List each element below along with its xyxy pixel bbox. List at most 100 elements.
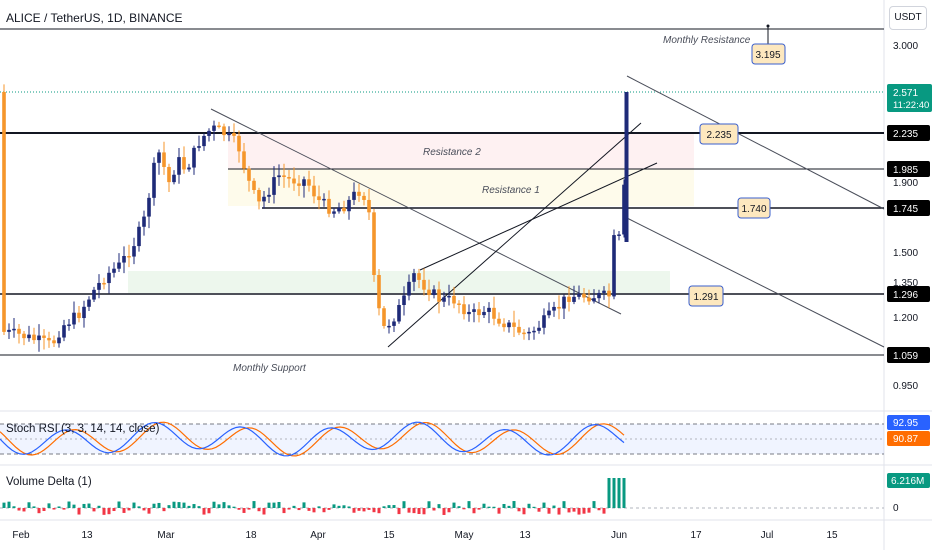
volume-delta-bars: [2, 478, 626, 515]
currency-button[interactable]: USDT: [889, 6, 927, 30]
candle-body: [352, 191, 356, 200]
volume-bar: [242, 508, 246, 513]
annotation-monthly-support: Monthly Support: [233, 363, 307, 374]
candle-body: [37, 335, 41, 341]
volume-bar: [332, 504, 336, 508]
candle-body: [272, 177, 276, 195]
volume-bar: [87, 503, 91, 508]
candle-body: [147, 197, 151, 217]
volume-bar: [272, 502, 276, 508]
volume-bar: [307, 508, 311, 511]
volume-bar: [262, 508, 266, 515]
candle-body: [567, 296, 571, 302]
x-tick: Feb: [12, 530, 30, 541]
volume-bar: [22, 508, 26, 512]
volume-bar: [522, 508, 526, 515]
candle-body: [472, 309, 476, 312]
volume-bar: [582, 508, 586, 514]
volume-bar: [552, 505, 556, 508]
volume-bar: [247, 508, 251, 510]
chart-title: ALICE / TetherUS, 1D, BINANCE: [6, 11, 183, 25]
volume-bar: [187, 505, 191, 508]
candle-body: [462, 304, 466, 315]
volume-bar: [617, 478, 621, 508]
volume-bar: [602, 508, 606, 514]
candle-body: [437, 289, 441, 302]
volume-bar: [512, 501, 516, 508]
candle-body: [222, 126, 226, 136]
candle-body: [562, 296, 566, 309]
candle-body: [187, 167, 191, 170]
candle-body: [427, 289, 431, 296]
callout-3195-box[interactable]: [751, 43, 786, 65]
annotation-monthly-resistance: Monthly Resistance: [663, 35, 751, 46]
volume-bar: [72, 504, 76, 508]
candle-body: [47, 337, 51, 341]
volume-delta-label[interactable]: Volume Delta (1): [6, 476, 92, 488]
level-tag-box: [887, 286, 930, 302]
volume-bar: [192, 504, 196, 508]
volume-tag-box: [887, 473, 930, 488]
candle-body: [432, 289, 436, 296]
volume-bar: [77, 508, 81, 515]
level-tag-box: [887, 161, 930, 177]
candle-body: [457, 303, 461, 305]
candle-body: [182, 157, 186, 170]
candle-body: [422, 279, 426, 290]
candle-body: [397, 305, 401, 322]
candle-body: [442, 297, 446, 302]
callout-2235-box[interactable]: [699, 123, 739, 145]
candle-body: [592, 298, 596, 302]
volume-bar: [342, 505, 346, 508]
candle-body: [42, 335, 46, 338]
volume-bar: [607, 478, 611, 508]
candle-body: [77, 312, 81, 319]
volume-bar: [12, 506, 16, 508]
volume-bar: [17, 508, 21, 511]
candle-body: [537, 327, 541, 331]
candle-body: [372, 212, 376, 276]
volume-bar: [402, 501, 406, 508]
resistance-1-zone: [228, 169, 694, 206]
callout-1291-box[interactable]: [688, 285, 724, 307]
stoch-d-tag-box: [887, 431, 930, 446]
volume-bar: [467, 501, 471, 508]
x-tick: 18: [245, 530, 257, 541]
volume-bar: [162, 508, 166, 512]
callout-1740-box[interactable]: [737, 197, 771, 219]
x-tick: Jul: [761, 530, 774, 541]
volume-bar: [462, 508, 466, 510]
volume-bar: [252, 501, 256, 508]
volume-bar: [597, 508, 601, 511]
volume-bar: [457, 506, 461, 508]
candle-body: [97, 282, 101, 290]
candle-series: [2, 84, 629, 352]
candle-body: [577, 293, 581, 297]
candle-body: [162, 152, 166, 167]
candle-body: [322, 198, 326, 201]
stoch-k-line: [0, 421, 625, 457]
candle-body: [337, 207, 341, 212]
stoch-k-tag-box: [887, 415, 930, 430]
volume-bar: [232, 506, 236, 508]
x-tick: 15: [826, 530, 838, 541]
volume-bar: [182, 502, 186, 508]
candle-body: [112, 268, 116, 273]
volume-bar: [407, 508, 411, 513]
volume-bar: [222, 502, 226, 508]
volume-bar: [532, 506, 536, 508]
stoch-rsi-label[interactable]: Stoch RSI (3, 3, 14, 14, close): [6, 423, 160, 435]
candle-body: [122, 255, 126, 263]
stoch-d-line: [0, 421, 625, 457]
stoch-d-tag: 90.87: [893, 434, 918, 445]
volume-bar: [387, 505, 391, 508]
candle-body: [602, 290, 606, 293]
candle-body: [467, 311, 471, 315]
support-zone: [128, 271, 670, 293]
volume-bar: [177, 502, 181, 508]
volume-bar: [157, 502, 161, 508]
candle-body: [327, 198, 331, 214]
candle-body: [367, 199, 371, 213]
volume-bar: [352, 508, 356, 513]
